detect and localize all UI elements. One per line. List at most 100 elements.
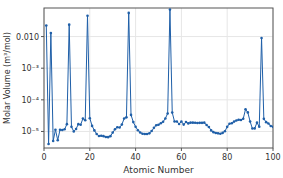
data-point <box>107 136 110 139</box>
data-point <box>226 126 229 129</box>
data-point <box>247 111 250 114</box>
data-point <box>192 121 195 124</box>
data-point <box>102 135 105 138</box>
data-point <box>141 132 144 135</box>
data-point <box>212 131 215 134</box>
data-point <box>240 119 243 122</box>
data-point <box>111 131 114 134</box>
data-point <box>272 126 273 129</box>
data-point <box>116 126 119 129</box>
data-point <box>267 122 270 125</box>
plot-frame <box>44 8 273 148</box>
data-point <box>47 143 50 146</box>
data-point <box>198 122 201 125</box>
grid-line <box>44 131 273 132</box>
data-point <box>189 121 192 124</box>
data-point <box>185 121 188 124</box>
data-point <box>125 116 128 119</box>
data-point <box>242 117 245 120</box>
grid-line <box>181 8 182 148</box>
data-point <box>196 122 199 125</box>
grid-line <box>44 36 273 37</box>
data-point <box>208 126 211 129</box>
tick-label: 40 <box>131 153 141 162</box>
data-point <box>61 129 64 132</box>
x-axis-label: Atomic Number <box>123 165 194 175</box>
data-point <box>263 118 266 121</box>
data-point <box>139 131 142 134</box>
data-point <box>66 123 69 126</box>
tick-label: 0.010 <box>16 33 39 42</box>
data-point <box>235 119 238 122</box>
data-point <box>95 133 98 136</box>
grid-line <box>44 68 273 69</box>
tick-label: 100 <box>265 153 280 162</box>
data-point <box>146 133 149 136</box>
data-point <box>127 12 130 15</box>
data-point <box>182 123 185 126</box>
tick-label: 60 <box>176 153 186 162</box>
data-point <box>100 134 103 137</box>
data-point <box>121 123 124 126</box>
data-point <box>77 123 80 126</box>
data-point <box>75 128 78 131</box>
data-point <box>269 125 272 128</box>
grid-line <box>135 8 136 148</box>
data-point <box>79 123 82 126</box>
data-point <box>173 120 176 123</box>
data-point <box>98 135 101 138</box>
data-point <box>56 139 59 142</box>
data-point <box>91 125 94 128</box>
data-point <box>210 129 213 132</box>
data-point <box>214 132 217 135</box>
data-point <box>219 132 222 135</box>
tick-label: 10⁻⁵ <box>21 127 39 136</box>
data-point <box>153 127 156 130</box>
grid <box>44 8 273 148</box>
data-point <box>217 132 220 135</box>
data-point <box>114 128 117 131</box>
data-point <box>93 129 96 132</box>
data-point <box>123 117 126 120</box>
grid-line <box>89 8 90 148</box>
data-point <box>194 121 197 124</box>
data-point <box>105 136 108 139</box>
data-point <box>244 108 247 111</box>
y-axis-label: Molar Volume (m³/mol) <box>3 32 12 124</box>
data-point <box>176 120 179 123</box>
data-point <box>50 32 53 35</box>
data-point <box>148 132 151 135</box>
data-point <box>54 128 57 131</box>
data-point <box>171 111 174 114</box>
data-point <box>233 120 236 123</box>
data-point <box>180 120 183 123</box>
data-point <box>203 121 206 124</box>
data-point <box>169 8 172 11</box>
tick-label: 20 <box>85 153 95 162</box>
axes: 10⁻⁵10⁻⁴10⁻³0.010020406080100 <box>16 8 281 162</box>
chart: 10⁻⁵10⁻⁴10⁻³0.010020406080100Atomic Numb… <box>0 0 283 178</box>
data-point <box>63 128 66 131</box>
data-point <box>265 121 268 124</box>
data-point <box>155 124 158 127</box>
data-point <box>237 118 240 121</box>
data-point <box>109 135 112 138</box>
data-point <box>201 122 204 125</box>
data-point <box>205 124 208 127</box>
data-point <box>178 123 181 126</box>
data-point <box>260 37 263 40</box>
data-point <box>249 120 252 123</box>
data-point <box>157 123 160 126</box>
grid-line <box>227 8 228 148</box>
data-point <box>228 122 231 125</box>
data-point <box>89 117 92 120</box>
data-point <box>221 132 224 135</box>
data-point <box>52 140 55 143</box>
series <box>45 8 273 145</box>
data-point <box>137 129 140 132</box>
data-point <box>224 130 227 133</box>
data-point <box>45 24 48 27</box>
data-point <box>72 130 75 133</box>
tick-label: 10⁻³ <box>21 64 39 73</box>
data-point <box>118 126 121 129</box>
